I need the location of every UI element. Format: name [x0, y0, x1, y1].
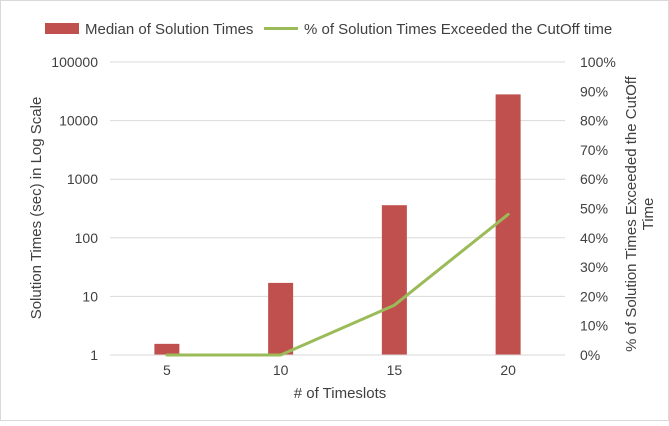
- y2-title-line-2: Time: [640, 198, 657, 231]
- x-axis-title: # of Timeslots: [294, 385, 387, 402]
- y2-tick-label: 10%: [580, 318, 608, 334]
- bar-15: [382, 205, 407, 355]
- y2-tick-label: 80%: [580, 113, 608, 129]
- y2-tick-label: 90%: [580, 83, 608, 99]
- y2-tick-label: 60%: [580, 171, 608, 187]
- x-tick-label: 15: [387, 362, 403, 378]
- legend-bar-label: Median of Solution Times: [85, 21, 253, 38]
- bar-20: [496, 94, 521, 355]
- y-tick-label: 1: [90, 347, 98, 363]
- x-tick-label: 10: [273, 362, 289, 378]
- y-tick-label: 100: [75, 230, 99, 246]
- bar-10: [268, 283, 293, 355]
- y2-tick-label: 30%: [580, 259, 608, 275]
- legend-line-label: % of Solution Times Exceeded the CutOff …: [304, 21, 612, 38]
- x-tick-label: 5: [163, 362, 171, 378]
- y-tick-label: 100000: [51, 54, 98, 70]
- y-axis-title: Solution Times (sec) in Log Scale: [28, 97, 45, 320]
- y2-tick-label: 100%: [580, 54, 616, 70]
- y-tick-label: 1000: [67, 171, 98, 187]
- x-tick-label: 20: [500, 362, 516, 378]
- y2-title-line-1: % of Solution Times Exceeded the CutOff: [623, 75, 640, 352]
- legend: Median of Solution Times % of Solution T…: [45, 21, 612, 38]
- y-tick-label: 10: [82, 288, 98, 304]
- y2-tick-label: 20%: [580, 288, 608, 304]
- y2-tick-label: 70%: [580, 142, 608, 158]
- y2-tick-label: 50%: [580, 201, 608, 217]
- legend-bar-swatch: [45, 23, 79, 34]
- bar-5: [154, 344, 179, 355]
- y2-tick-label: 0%: [580, 347, 600, 363]
- y-tick-label: 10000: [59, 113, 98, 129]
- y2-tick-label: 40%: [580, 230, 608, 246]
